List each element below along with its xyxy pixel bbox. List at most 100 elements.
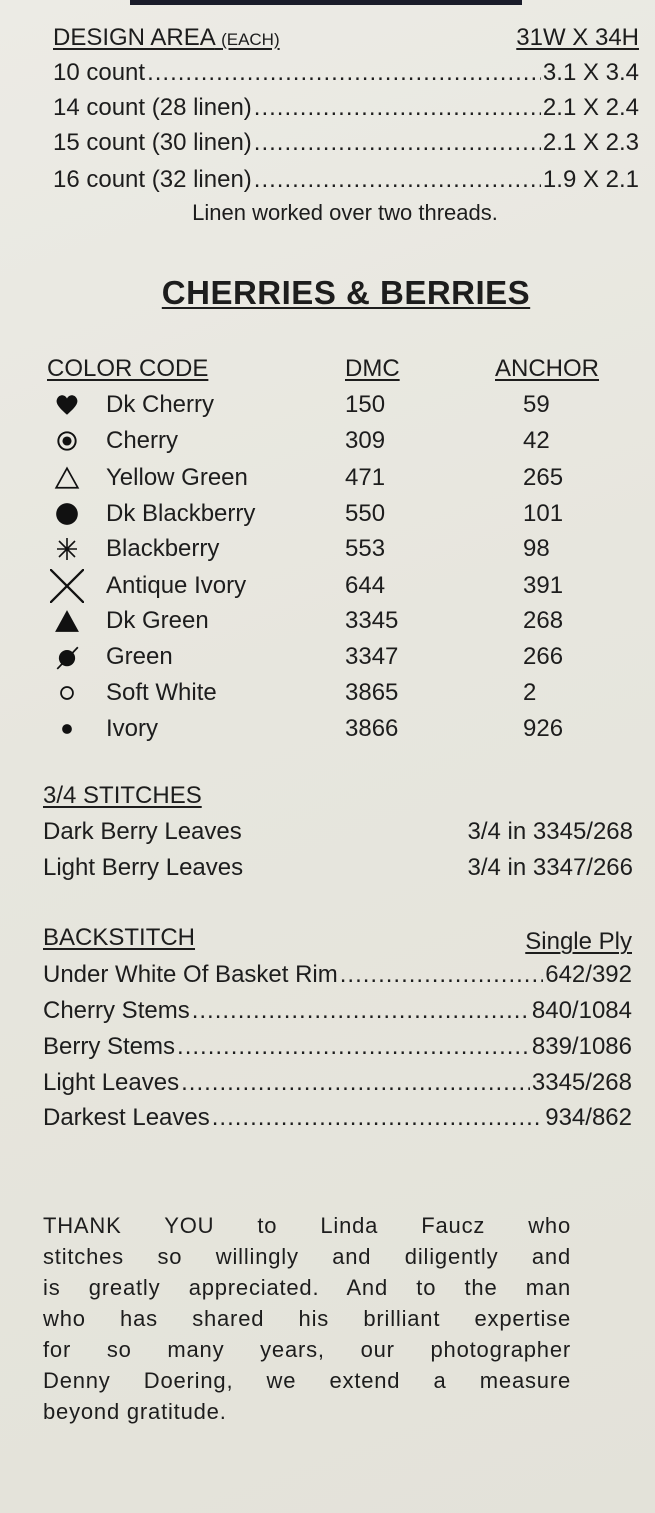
backstitch-label: Light Leaves: [43, 1069, 180, 1096]
design-area-note: (EACH): [221, 30, 280, 49]
backstitch-value: 839/1086: [531, 1033, 632, 1060]
dmc-number: 3866: [345, 715, 399, 742]
x-cross-icon: [50, 569, 84, 603]
design-area-label: DESIGN AREA: [53, 24, 215, 51]
stitch-label: Light Berry Leaves: [43, 854, 244, 881]
pattern-title: CHERRIES & BERRIES: [161, 274, 531, 311]
triangle-outline-icon: [50, 462, 84, 494]
dot-leader: [147, 57, 541, 89]
anchor-number: 101: [523, 500, 564, 527]
dmc-number: 3865: [345, 679, 399, 706]
color-code-heading: COLOR CODE: [47, 355, 209, 382]
anchor-number: 268: [523, 607, 564, 634]
color-name: Cherry: [106, 427, 179, 454]
size-row: 10 count 3.1 X 3.4: [53, 57, 639, 89]
dmc-heading: DMC: [345, 355, 400, 382]
size-row: 15 count (30 linen) 2.1 X 2.3: [53, 127, 639, 159]
stitch-label: Dark Berry Leaves: [43, 818, 242, 845]
color-name: Dk Green: [106, 607, 209, 634]
paragraph-line: Denny Doering, we extend a measure: [43, 1368, 571, 1393]
color-name: Blackberry: [106, 535, 220, 562]
dmc-number: 471: [345, 464, 386, 491]
anchor-number: 59: [523, 391, 550, 418]
size-label: 10 count: [53, 59, 146, 86]
dot-leader: [212, 1102, 543, 1134]
triangle-filled-icon: [50, 605, 84, 637]
dmc-number: 644: [345, 572, 386, 599]
backstitch-row: Darkest Leaves 934/862: [43, 1102, 632, 1134]
paragraph-line: stitches so willingly and diligently and: [43, 1244, 571, 1269]
backstitch-value: 934/862: [545, 1104, 632, 1131]
paragraph-line: who has shared his brilliant expertise: [43, 1306, 571, 1331]
thank-you-paragraph: THANK YOU to Linda Faucz who stitches so…: [43, 1210, 571, 1427]
dmc-number: 3347: [345, 643, 399, 670]
color-name: Ivory: [106, 715, 159, 742]
dmc-number: 553: [345, 535, 386, 562]
size-value: 3.1 X 3.4: [542, 59, 639, 86]
paragraph-line: for so many years, our photographer: [43, 1337, 571, 1362]
backstitch-label: Darkest Leaves: [43, 1104, 210, 1131]
dot-leader: [177, 1031, 530, 1063]
dot-leader: [254, 164, 541, 196]
dmc-number: 3345: [345, 607, 399, 634]
paragraph-line: beyond gratitude.: [43, 1399, 227, 1424]
dmc-number: 550: [345, 500, 386, 527]
size-row: 14 count (28 linen) 2.1 X 2.4: [53, 92, 639, 124]
linen-note: Linen worked over two threads.: [192, 200, 498, 225]
three-quarter-row: Light Berry Leaves 3/4 in 3347/266: [43, 852, 633, 884]
size-label: 14 count (28 linen): [53, 94, 252, 121]
size-value: 2.1 X 2.3: [542, 129, 639, 156]
size-label: 16 count (32 linen): [53, 166, 252, 193]
top-dark-bar: [130, 0, 522, 5]
color-name: Soft White: [106, 679, 217, 706]
circle-small-outline-icon: [50, 677, 84, 709]
backstitch-value: 840/1084: [531, 997, 632, 1024]
backstitch-value: 3345/268: [531, 1069, 632, 1096]
paragraph-line: THANK YOU to Linda Faucz who: [43, 1213, 571, 1238]
dot-leader: [340, 959, 543, 991]
color-name: Dk Cherry: [106, 391, 215, 418]
anchor-number: 42: [523, 427, 550, 454]
anchor-number: 926: [523, 715, 564, 742]
design-area-heading: DESIGN AREA (EACH): [53, 22, 280, 56]
size-row: 16 count (32 linen) 1.9 X 2.1: [53, 164, 639, 196]
size-value: 1.9 X 2.1: [542, 166, 639, 193]
heart-filled-icon: [50, 389, 84, 421]
backstitch-row: Berry Stems 839/1086: [43, 1031, 632, 1063]
color-name: Dk Blackberry: [106, 500, 256, 527]
dmc-number: 309: [345, 427, 386, 454]
dmc-number: 150: [345, 391, 386, 418]
color-name: Green: [106, 643, 173, 670]
dot-leader: [181, 1067, 530, 1099]
backstitch-label: Under White Of Basket Rim: [43, 961, 338, 988]
anchor-heading: ANCHOR: [495, 355, 600, 382]
stitch-value: 3/4 in 3345/268: [467, 818, 633, 845]
dot-leader: [254, 127, 541, 159]
color-name: Yellow Green: [106, 464, 248, 491]
asterisk-icon: [50, 533, 84, 565]
single-ply-label: Single Ply: [525, 928, 632, 955]
dot-leader: [254, 92, 541, 124]
backstitch-heading: BACKSTITCH: [43, 924, 196, 951]
circle-dot-icon: [50, 425, 84, 457]
anchor-number: 266: [523, 643, 564, 670]
circle-slash-icon: [50, 641, 84, 673]
stitch-value: 3/4 in 3347/266: [467, 854, 633, 881]
backstitch-value: 642/392: [545, 961, 632, 988]
dot-small-icon: [50, 713, 84, 745]
size-label: 15 count (30 linen): [53, 129, 252, 156]
three-quarter-heading: 3/4 STITCHES: [43, 782, 202, 809]
anchor-number: 391: [523, 572, 564, 599]
paragraph-line: is greatly appreciated. And to the man: [43, 1275, 571, 1300]
anchor-number: 2: [523, 679, 537, 706]
size-value: 2.1 X 2.4: [542, 94, 639, 121]
three-quarter-row: Dark Berry Leaves 3/4 in 3345/268: [43, 816, 633, 848]
circle-filled-icon: [50, 498, 84, 530]
backstitch-row: Under White Of Basket Rim 642/392: [43, 959, 632, 991]
backstitch-label: Berry Stems: [43, 1033, 176, 1060]
anchor-number: 98: [523, 535, 550, 562]
dot-leader: [192, 995, 530, 1027]
backstitch-row: Cherry Stems 840/1084: [43, 995, 632, 1027]
anchor-number: 265: [523, 464, 564, 491]
stitch-count: 31W X 34H: [516, 24, 639, 51]
